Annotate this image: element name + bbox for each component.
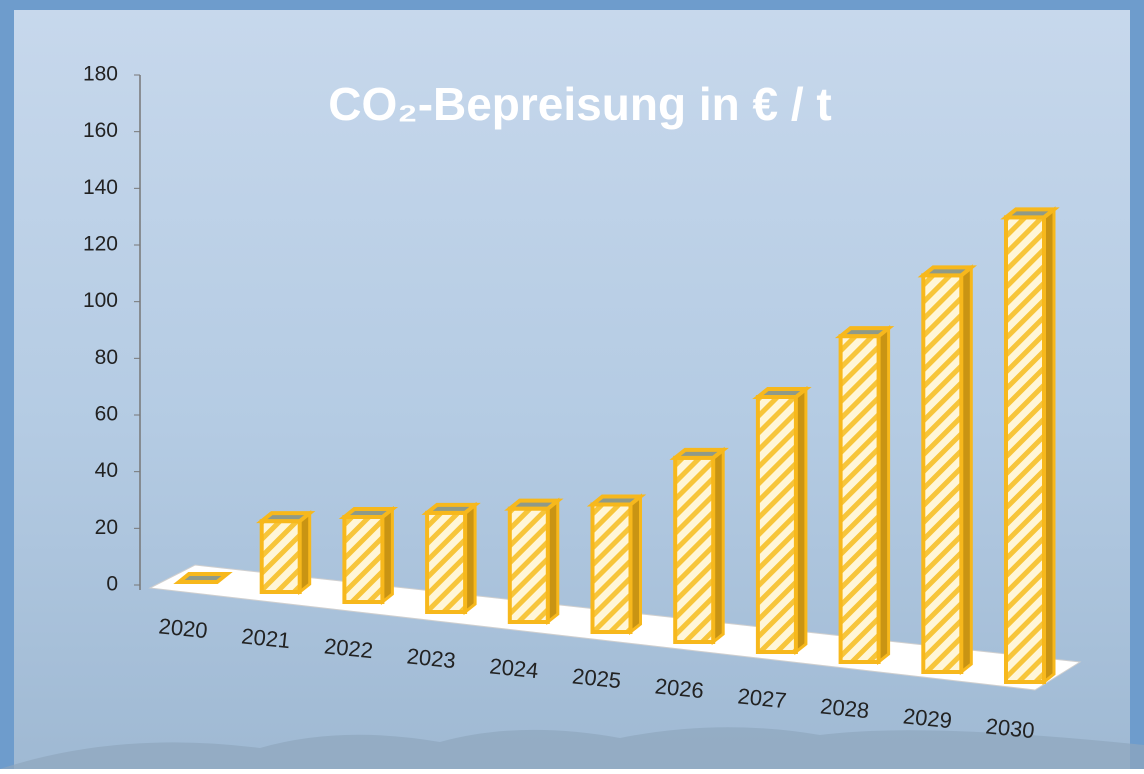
bar (917, 264, 978, 676)
y-tick-label: 60 (95, 403, 118, 426)
bar (255, 510, 316, 596)
bar-top (504, 498, 564, 511)
bar-front (921, 273, 964, 674)
y-tick-label: 180 (83, 63, 118, 86)
y-tick-label: 0 (106, 573, 118, 596)
y-tick-label: 120 (83, 233, 118, 256)
x-tick-label: 2022 (323, 633, 374, 663)
x-tick-label: 2026 (654, 673, 705, 703)
bar (504, 497, 564, 626)
bar-top (421, 502, 481, 515)
x-tick-label: 2025 (571, 663, 622, 693)
bar-front (342, 515, 385, 604)
bar (1000, 206, 1060, 686)
bar-top (586, 494, 647, 507)
y-tick-label: 80 (95, 346, 118, 369)
treeline (0, 727, 1144, 769)
bar (752, 385, 812, 656)
y-tick-label: 160 (83, 119, 118, 142)
x-tick-label: 2024 (488, 653, 539, 683)
bar (586, 493, 647, 636)
bar-front (507, 506, 550, 624)
bar-front (259, 519, 302, 595)
bar-top (669, 447, 729, 460)
bar-top (752, 387, 812, 399)
bar-front (838, 334, 881, 664)
bar-top (338, 507, 399, 519)
bar (173, 572, 233, 584)
chart-title: CO₂-Bepreisung in € / t (328, 78, 831, 130)
x-tick-label: 2020 (158, 613, 209, 643)
x-tick-label: 2027 (736, 683, 787, 713)
bar-front (590, 502, 633, 634)
x-tick-label: 2023 (406, 643, 457, 673)
bar-front (755, 395, 798, 654)
x-tick-label: 2030 (985, 713, 1036, 743)
bar (338, 505, 399, 606)
bar-top (255, 511, 316, 524)
bar-top (917, 265, 978, 278)
bar-front (1004, 215, 1046, 684)
bar-front (425, 510, 468, 614)
bar-front (673, 455, 716, 645)
y-tick-label: 140 (83, 176, 118, 199)
bar-top (1000, 207, 1060, 220)
x-tick-label: 2021 (240, 623, 291, 653)
y-tick-label: 100 (83, 289, 118, 312)
y-tick-label: 40 (95, 459, 118, 482)
bar (834, 325, 895, 666)
bar-top (834, 326, 895, 339)
plot: 0 20 40 60 80 100 120 140 160 180 2020 2021 2022 2023… (83, 63, 1060, 743)
x-tick-label: 2029 (902, 703, 953, 733)
bar (421, 501, 481, 616)
bar-top (173, 572, 233, 584)
y-tick-label: 20 (95, 516, 118, 539)
x-tick-label: 2028 (819, 693, 870, 723)
bar (669, 446, 729, 646)
